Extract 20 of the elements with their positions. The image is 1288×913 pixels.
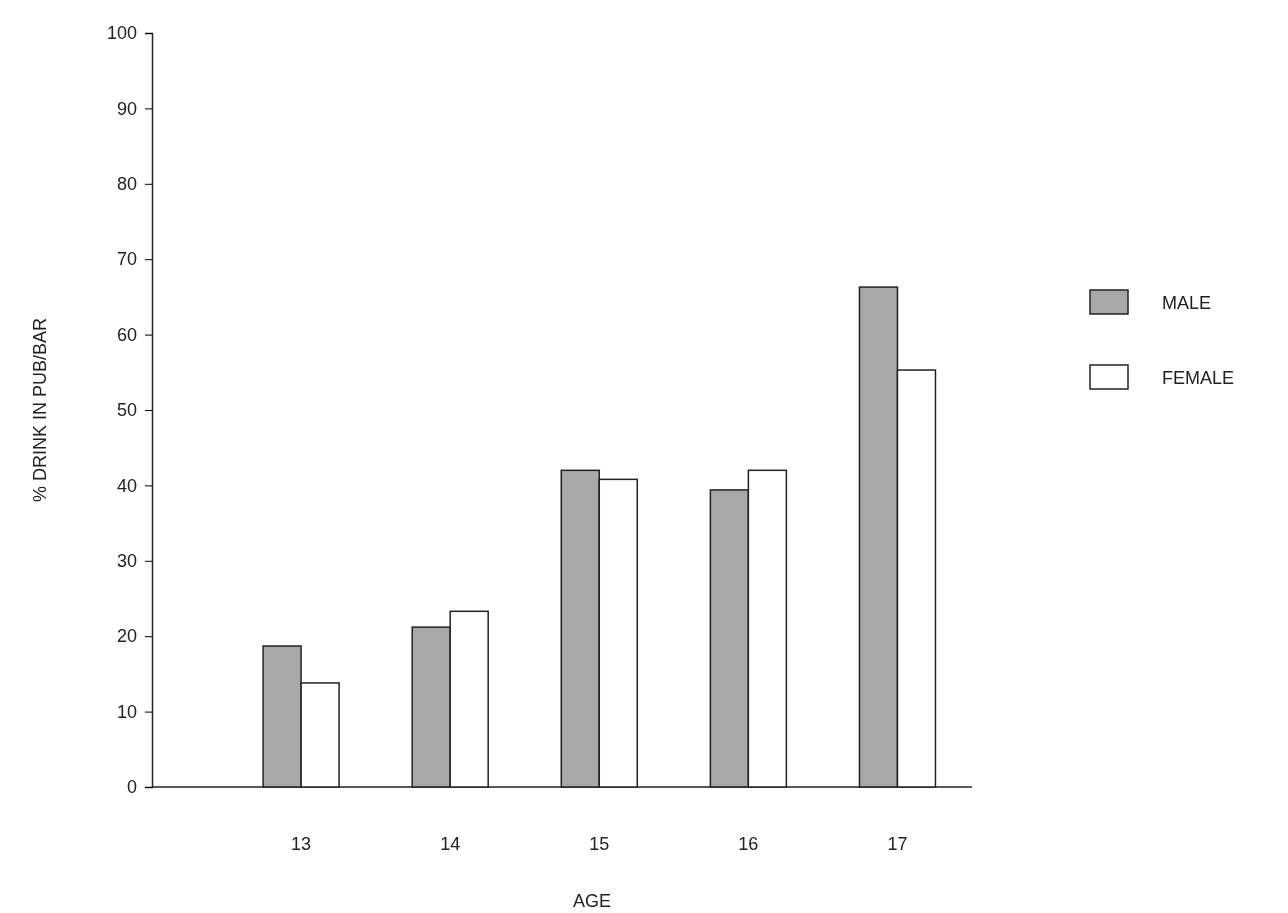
x-tick-label: 16 xyxy=(738,834,759,854)
x-tick-label: 13 xyxy=(291,834,312,854)
y-tick-label: 50 xyxy=(116,400,137,421)
legend-label: MALE xyxy=(1162,293,1212,313)
x-tick-label: 14 xyxy=(440,834,461,854)
y-tick-label: 60 xyxy=(116,324,137,345)
y-tick-label: 80 xyxy=(116,174,137,195)
y-tick-label: 30 xyxy=(116,551,137,572)
y-tick-label: 0 xyxy=(126,777,137,798)
y-tick-label: 70 xyxy=(116,249,137,270)
y-tick-label: 10 xyxy=(116,701,137,722)
y-tick-label: 100 xyxy=(106,23,137,44)
y-tick-label: 90 xyxy=(116,98,137,119)
x-tick-label: 17 xyxy=(887,834,908,854)
legend-label: FEMALE xyxy=(1162,368,1235,388)
x-axis-title: AGE xyxy=(572,891,612,911)
x-tick-label: 15 xyxy=(589,834,610,854)
y-tick-label: 40 xyxy=(116,475,137,496)
y-tick-label: 20 xyxy=(116,626,137,647)
y-axis-title: % DRINK IN PUB/BAR xyxy=(30,317,50,503)
